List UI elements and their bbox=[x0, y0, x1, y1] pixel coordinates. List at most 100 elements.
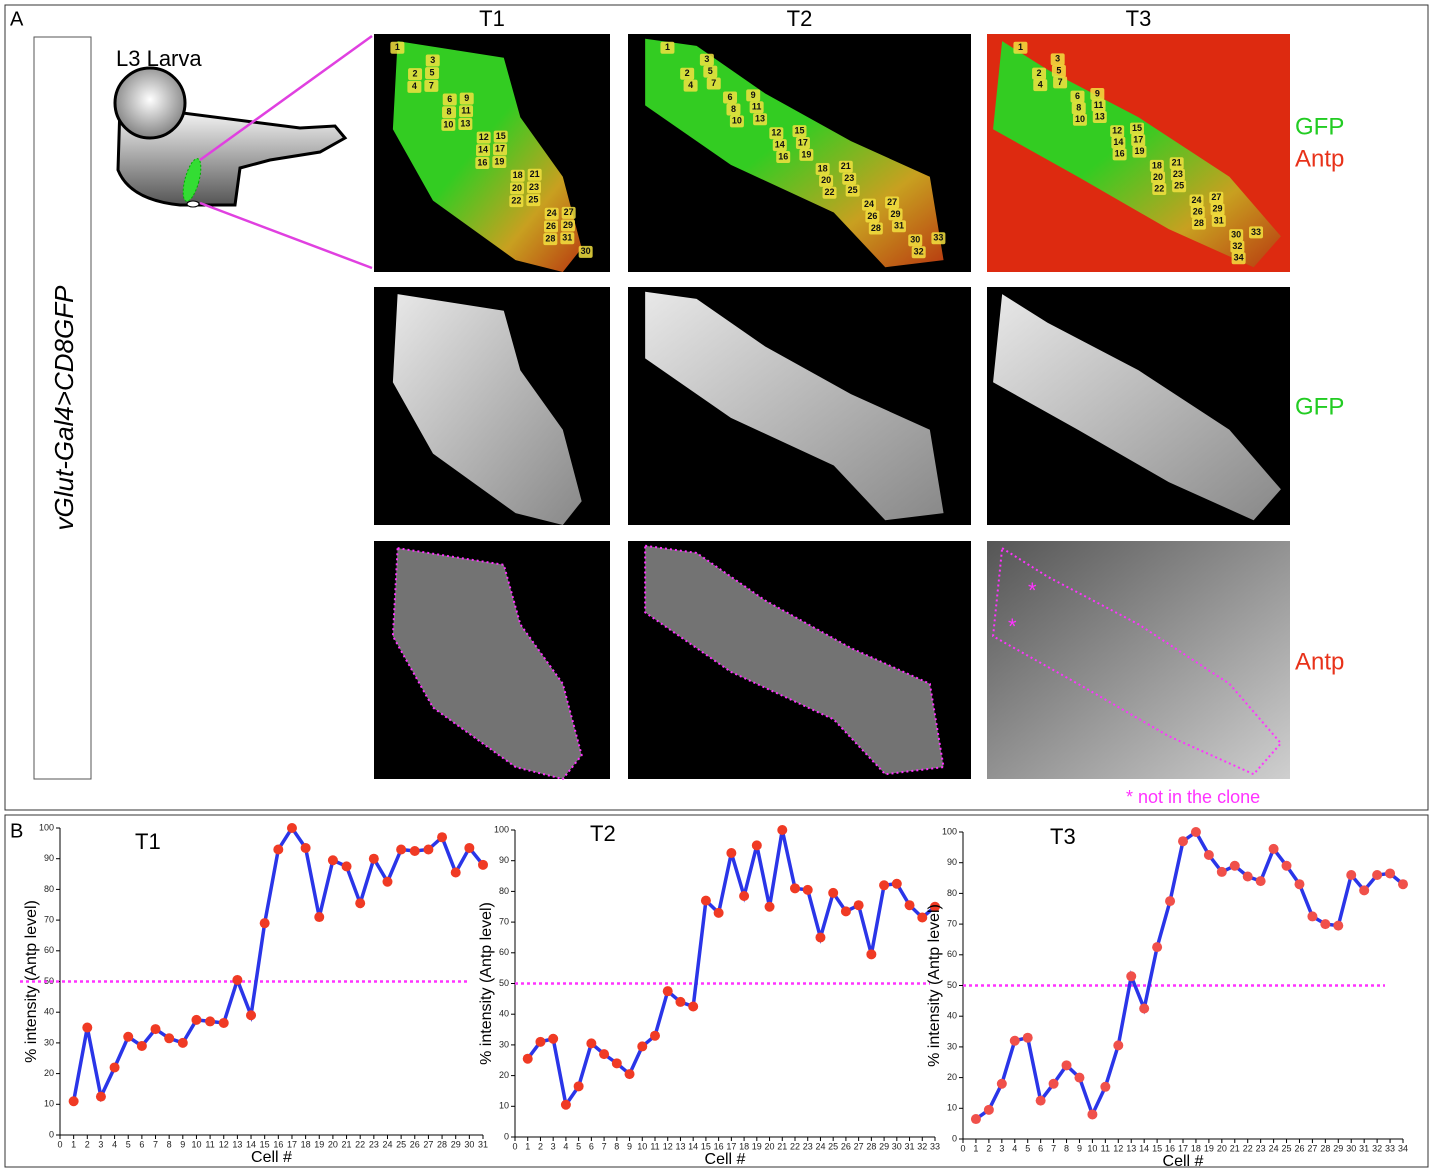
cell-label: 25 bbox=[1174, 181, 1184, 191]
cell-label: 8 bbox=[447, 107, 452, 117]
data-point bbox=[437, 832, 447, 842]
data-point bbox=[205, 1016, 215, 1026]
data-point bbox=[765, 902, 775, 912]
larva-mark bbox=[187, 201, 199, 207]
data-point bbox=[410, 846, 420, 856]
column-title: T2 bbox=[787, 6, 813, 31]
cell-label: 29 bbox=[1213, 204, 1223, 214]
data-point bbox=[1100, 1082, 1110, 1092]
data-point bbox=[701, 896, 711, 906]
x-tick-label: 20 bbox=[765, 1141, 775, 1151]
y-tick-label: 90 bbox=[44, 853, 54, 863]
cell-label: 27 bbox=[1211, 192, 1221, 202]
data-point bbox=[1359, 885, 1369, 895]
data-point bbox=[1126, 971, 1136, 981]
x-tick-label: 12 bbox=[219, 1139, 229, 1149]
cell-label: 1 bbox=[665, 42, 670, 52]
cell-label: 24 bbox=[864, 199, 874, 209]
cell-label: 6 bbox=[447, 94, 452, 104]
x-tick-label: 27 bbox=[423, 1139, 433, 1149]
cell-label: 6 bbox=[728, 92, 733, 102]
x-tick-label: 17 bbox=[726, 1141, 736, 1151]
cell-label: 29 bbox=[563, 220, 573, 230]
x-tick-label: 4 bbox=[1012, 1143, 1017, 1153]
data-point bbox=[287, 823, 297, 833]
x-tick-label: 0 bbox=[57, 1139, 62, 1149]
data-point bbox=[301, 843, 311, 853]
data-point bbox=[1398, 879, 1408, 889]
x-tick-label: 2 bbox=[85, 1139, 90, 1149]
y-tick-label: 50 bbox=[499, 978, 509, 988]
x-tick-label: 29 bbox=[451, 1139, 461, 1149]
cell-label: 26 bbox=[1193, 206, 1203, 216]
cell-label: 33 bbox=[1251, 227, 1261, 237]
y-tick-label: 60 bbox=[947, 949, 957, 959]
data-point bbox=[535, 1037, 545, 1047]
cell-label: 11 bbox=[752, 102, 762, 112]
data-point bbox=[790, 883, 800, 893]
cell-label: 14 bbox=[478, 145, 488, 155]
cell-label: 5 bbox=[1056, 65, 1061, 75]
cell-label: 22 bbox=[825, 187, 835, 197]
x-tick-label: 27 bbox=[1307, 1143, 1317, 1153]
cell-label: 12 bbox=[479, 132, 489, 142]
cell-label: 18 bbox=[818, 163, 828, 173]
data-point bbox=[96, 1092, 106, 1102]
x-tick-label: 18 bbox=[739, 1141, 749, 1151]
x-tick-label: 28 bbox=[1320, 1143, 1330, 1153]
data-point bbox=[1346, 870, 1356, 880]
x-tick-label: 4 bbox=[563, 1141, 568, 1151]
cell-label: 28 bbox=[1194, 218, 1204, 228]
x-tick-label: 33 bbox=[930, 1141, 940, 1151]
cell-label: 25 bbox=[528, 194, 538, 204]
cell-label: 30 bbox=[1231, 229, 1241, 239]
data-point bbox=[803, 885, 813, 895]
data-point bbox=[342, 861, 352, 871]
cell-label: 7 bbox=[711, 78, 716, 88]
y-tick-label: 40 bbox=[44, 1007, 54, 1017]
y-tick-label: 100 bbox=[494, 824, 509, 834]
x-tick-label: 11 bbox=[650, 1141, 659, 1151]
y-tick-label: 20 bbox=[947, 1072, 957, 1082]
x-axis-label: Cell # bbox=[1163, 1153, 1204, 1170]
y-tick-label: 40 bbox=[947, 1011, 957, 1021]
x-tick-label: 24 bbox=[1269, 1143, 1279, 1153]
data-point bbox=[464, 843, 474, 853]
x-tick-label: 13 bbox=[232, 1139, 242, 1149]
data-point bbox=[1269, 844, 1279, 854]
row-label: Antp bbox=[1295, 145, 1344, 172]
data-point bbox=[1256, 876, 1266, 886]
y-tick-label: 30 bbox=[44, 1037, 54, 1047]
data-point bbox=[905, 900, 915, 910]
x-tick-label: 10 bbox=[1087, 1143, 1097, 1153]
x-tick-label: 6 bbox=[139, 1139, 144, 1149]
data-point bbox=[650, 1031, 660, 1041]
x-tick-label: 29 bbox=[1333, 1143, 1343, 1153]
data-point bbox=[675, 997, 685, 1007]
y-tick-label: 80 bbox=[44, 884, 54, 894]
cell-label: 24 bbox=[547, 208, 557, 218]
data-point bbox=[1139, 1004, 1149, 1014]
y-tick-label: 30 bbox=[947, 1041, 957, 1051]
x-tick-label: 13 bbox=[1126, 1143, 1136, 1153]
cell-label: 27 bbox=[564, 207, 574, 217]
data-point bbox=[1036, 1096, 1046, 1106]
data-point bbox=[1307, 911, 1317, 921]
cell-label: 9 bbox=[464, 93, 469, 103]
x-tick-label: 16 bbox=[714, 1141, 724, 1151]
cell-label: 5 bbox=[708, 66, 713, 76]
data-point bbox=[1217, 867, 1227, 877]
x-tick-label: 20 bbox=[1217, 1143, 1227, 1153]
x-tick-label: 26 bbox=[841, 1141, 851, 1151]
cell-label: 24 bbox=[1191, 195, 1201, 205]
x-tick-label: 7 bbox=[1051, 1143, 1056, 1153]
data-point bbox=[1243, 872, 1253, 882]
data-point bbox=[232, 975, 242, 985]
cell-label: 14 bbox=[775, 140, 785, 150]
x-tick-label: 30 bbox=[892, 1141, 902, 1151]
x-tick-label: 14 bbox=[246, 1139, 256, 1149]
cell-label: 17 bbox=[495, 144, 505, 154]
x-tick-label: 9 bbox=[1077, 1143, 1082, 1153]
cell-label: 11 bbox=[461, 106, 471, 116]
x-tick-label: 25 bbox=[828, 1141, 838, 1151]
